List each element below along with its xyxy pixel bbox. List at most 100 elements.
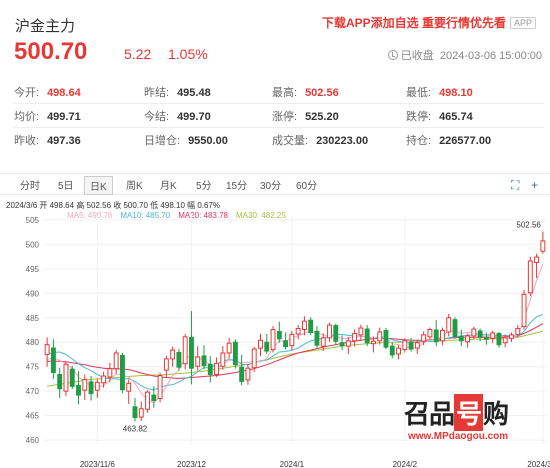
price-change: 5.22 bbox=[124, 46, 152, 62]
y-tick-label: 490 bbox=[26, 289, 40, 298]
tab-6[interactable]: 15分 bbox=[226, 181, 248, 192]
tab-2[interactable]: 日K bbox=[84, 176, 113, 195]
ma5-line bbox=[46, 263, 544, 404]
quote-label: 昨结: bbox=[144, 87, 170, 99]
tab-1[interactable]: 5日 bbox=[58, 181, 74, 192]
candle-body bbox=[63, 363, 69, 392]
quote-cell: 今开: 498.64 bbox=[14, 84, 81, 100]
candle-body bbox=[283, 340, 289, 348]
quote-cell: 日增仓: 9550.00 bbox=[144, 132, 228, 148]
watermark-url: www.MPdaogou.com bbox=[408, 431, 509, 442]
candle-body bbox=[182, 336, 188, 365]
tab-5[interactable]: 5分 bbox=[196, 181, 212, 192]
quote-cell: 涨停: 525.20 bbox=[272, 108, 339, 124]
quote-label: 今结: bbox=[144, 111, 170, 123]
candle-body bbox=[339, 342, 345, 347]
candle-body bbox=[301, 320, 307, 331]
candle-body bbox=[502, 337, 508, 344]
tab-3[interactable]: 周K bbox=[126, 181, 143, 192]
candle-body bbox=[402, 340, 408, 351]
tab-8[interactable]: 60分 bbox=[296, 181, 318, 192]
amp-label: 幅 bbox=[187, 201, 196, 210]
candle-date: 2024/3/6 bbox=[6, 201, 38, 210]
candle-body bbox=[258, 339, 263, 349]
low-value: 498.10 bbox=[160, 201, 185, 210]
candle-body bbox=[446, 317, 452, 333]
quote-value: 525.20 bbox=[305, 111, 339, 123]
candle-body bbox=[119, 354, 125, 391]
candle-body bbox=[88, 381, 94, 395]
quote-value: 9550.00 bbox=[188, 135, 228, 147]
candle-body bbox=[327, 324, 332, 339]
status-text: 已收盘 bbox=[400, 50, 434, 62]
fullscreen-icon[interactable]: ⛶ bbox=[511, 178, 520, 192]
ma-legend: MA5: 490.76 MA10: 485.70 MA20: 483.78 MA30:… bbox=[67, 211, 294, 220]
x-tick-label: 2023/11/6 bbox=[80, 460, 116, 468]
kline-chart[interactable]: 460 465 470 475 480 485 490 495 500 505 2023/11/6 2… bbox=[0, 205, 550, 468]
candle-body bbox=[232, 341, 238, 366]
app-badge[interactable]: APP bbox=[509, 17, 536, 29]
candle-body bbox=[189, 336, 194, 369]
candle-body bbox=[458, 335, 464, 342]
candle-body bbox=[170, 349, 176, 360]
status-timestamp: 2024-03-06 15:00:00 bbox=[439, 50, 542, 62]
candle-body bbox=[345, 340, 351, 347]
last-price: 500.70 bbox=[14, 38, 88, 65]
candle-body bbox=[276, 330, 282, 340]
y-tick-label: 485 bbox=[26, 314, 40, 323]
ma-legend-item: MA10: 485.70 bbox=[120, 211, 171, 220]
x-tick-label: 2023/12 bbox=[177, 460, 206, 468]
quote-cell: 跌停: 465.74 bbox=[406, 108, 473, 124]
candle-body bbox=[157, 375, 163, 400]
max-price-label: 502.56 bbox=[516, 221, 541, 230]
tab-0[interactable]: 分时 bbox=[20, 181, 40, 192]
high-label: 高 bbox=[76, 201, 85, 210]
x-tick-label: 2024/1 bbox=[280, 460, 305, 468]
download-app-promo[interactable]: 下载APP添加自选 重要行情优先看 APP bbox=[322, 14, 536, 31]
candle-body bbox=[521, 293, 527, 328]
quote-label: 日增仓: bbox=[144, 135, 181, 147]
candle-info-line: 2024/3/6 开 498.64 高 502.56 收 500.70 低 49… bbox=[6, 200, 220, 211]
promo-text[interactable]: 下载APP添加自选 重要行情优先看 bbox=[321, 16, 506, 30]
quote-value: 498.64 bbox=[47, 87, 81, 99]
quote-label: 昨收: bbox=[14, 135, 40, 147]
quote-label: 均价: bbox=[14, 111, 40, 123]
candle-body bbox=[163, 358, 169, 371]
candle-body bbox=[264, 341, 270, 352]
quote-value: 495.48 bbox=[177, 87, 211, 99]
quote-value: 226577.00 bbox=[439, 135, 492, 147]
candle-body bbox=[433, 329, 439, 343]
candle-body bbox=[145, 391, 150, 410]
close-label: 收 bbox=[113, 201, 122, 210]
quote-cell: 持仓: 226577.00 bbox=[406, 132, 491, 148]
candle-body bbox=[471, 328, 477, 337]
plus-icon[interactable]: + bbox=[531, 178, 539, 192]
candle-body bbox=[358, 327, 364, 336]
quote-value: 465.74 bbox=[439, 111, 473, 123]
candle-body bbox=[364, 328, 370, 344]
tab-7[interactable]: 30分 bbox=[260, 181, 282, 192]
candle-body bbox=[496, 332, 502, 346]
y-tick-label: 480 bbox=[26, 338, 40, 347]
candle-body bbox=[320, 337, 326, 347]
tab-4[interactable]: 月K bbox=[160, 181, 177, 192]
candle-body bbox=[352, 332, 358, 342]
market-status: 已收盘 2024-03-06 15:00:00 bbox=[387, 47, 542, 63]
y-tick-label: 470 bbox=[26, 387, 40, 396]
candle-body bbox=[289, 333, 295, 347]
candle-body bbox=[515, 328, 521, 335]
candle-body bbox=[396, 347, 401, 355]
low-label: 低 bbox=[150, 201, 159, 210]
candle-body bbox=[107, 368, 113, 378]
candle-body bbox=[527, 260, 533, 294]
candle-body bbox=[195, 356, 201, 367]
candle-body bbox=[220, 352, 226, 367]
quote-label: 持仓: bbox=[406, 135, 432, 147]
candle-body bbox=[245, 367, 251, 381]
high-value: 502.56 bbox=[86, 201, 112, 210]
price-change-pct: 1.05% bbox=[168, 46, 208, 62]
candle-body bbox=[50, 347, 56, 374]
candle-body bbox=[101, 375, 107, 384]
header: 沪金主力 下载APP添加自选 重要行情优先看 APP bbox=[0, 0, 550, 36]
candle-body bbox=[94, 381, 100, 391]
